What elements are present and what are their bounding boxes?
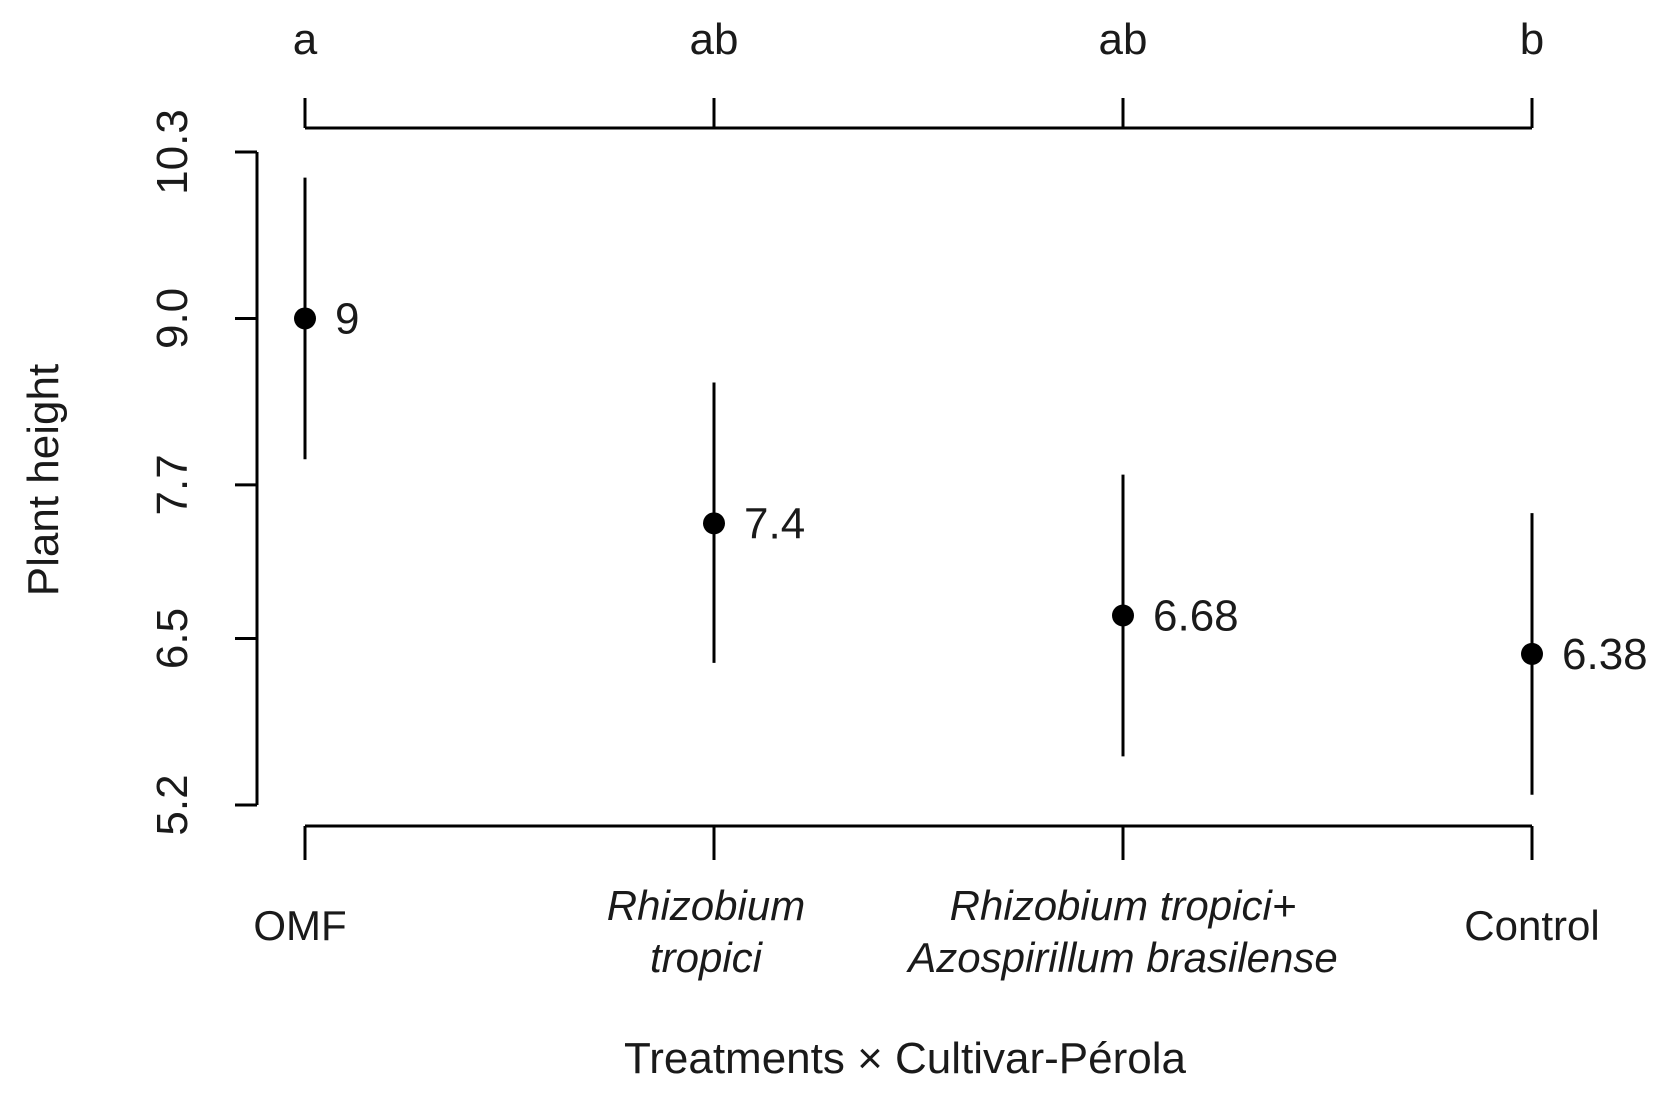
mean-point xyxy=(703,512,725,535)
x-axis-title: Treatments × Cultivar-Pérola xyxy=(624,1034,1187,1083)
y-tick-label: 9.0 xyxy=(148,288,197,349)
value-label: 7.4 xyxy=(744,499,805,548)
y-tick-label: 5.2 xyxy=(148,774,197,835)
value-label: 9 xyxy=(335,294,359,343)
y-tick-label: 10.3 xyxy=(148,109,197,195)
mean-point xyxy=(1112,604,1134,627)
y-tick-label: 7.7 xyxy=(148,454,197,515)
group-letter-label: a xyxy=(293,15,318,64)
value-label: 6.68 xyxy=(1153,592,1239,641)
y-tick-label: 6.5 xyxy=(148,608,197,669)
x-category-label: OMF xyxy=(253,902,346,949)
x-category-label: Rhizobium tropici+ xyxy=(950,882,1297,929)
x-category-label: Rhizobium xyxy=(607,882,805,929)
group-letter-label: b xyxy=(1520,15,1544,64)
value-label: 6.38 xyxy=(1562,630,1648,679)
x-category-label: Control xyxy=(1464,902,1599,949)
group-letter-label: ab xyxy=(690,15,739,64)
top-axis: a ab ab b xyxy=(293,15,1544,130)
y-axis-title: Plant height xyxy=(19,364,68,596)
group-letter-label: ab xyxy=(1099,15,1148,64)
mean-point xyxy=(1521,642,1543,665)
y-axis: 5.2 6.5 7.7 9.0 10.3 xyxy=(148,109,259,836)
x-category-label: Azospirillum brasilense xyxy=(905,934,1338,981)
x-category-label: tropici xyxy=(650,934,764,981)
mean-point xyxy=(294,307,316,330)
data-points: 9 7.4 6.68 6.38 xyxy=(294,177,1648,795)
bottom-axis: OMF Rhizobium tropici Rhizobium tropici+ Azo… xyxy=(253,824,1600,981)
